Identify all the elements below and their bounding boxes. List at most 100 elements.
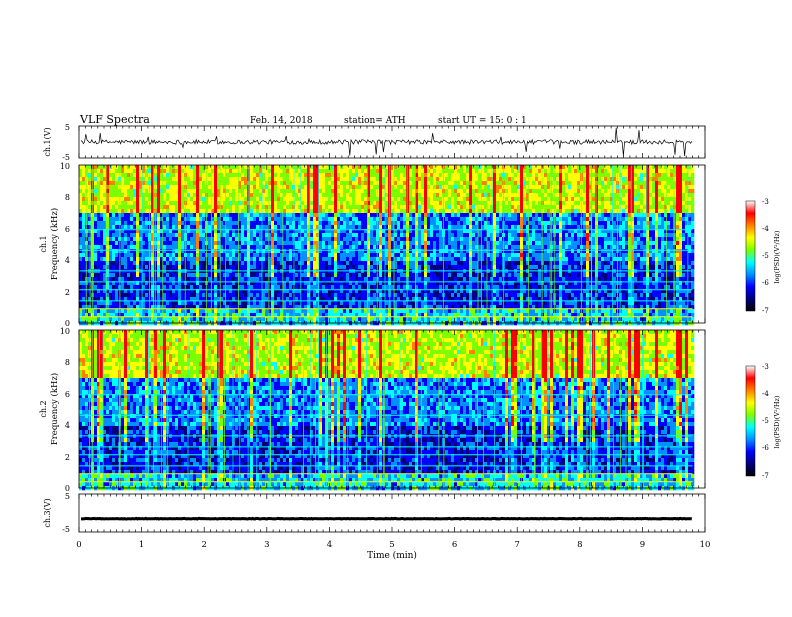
spectrogram-cell xyxy=(193,317,196,321)
spectrogram-cell xyxy=(286,237,289,241)
spectrogram-cell xyxy=(256,245,259,249)
spectrogram-cell xyxy=(214,173,217,177)
spectrogram-cell xyxy=(214,213,217,217)
spectrogram-cell xyxy=(193,249,196,253)
spectrogram-cell xyxy=(352,165,355,169)
spectrogram-cell xyxy=(85,181,88,185)
spectrogram-cell xyxy=(157,245,160,249)
spectrogram-cell xyxy=(304,233,307,237)
spectrogram-cell xyxy=(424,201,427,205)
spectrogram-cell xyxy=(337,221,340,225)
spectrogram-cell xyxy=(262,205,265,209)
spectrogram-cell xyxy=(277,277,280,281)
spectrogram-cell xyxy=(208,185,211,189)
spectrogram-cell xyxy=(217,265,220,269)
spectrogram-cell xyxy=(358,249,361,253)
spectrogram-cell xyxy=(313,205,316,209)
spectrogram-cell xyxy=(100,249,103,253)
spectrogram-cell xyxy=(178,193,181,197)
spectrogram-cell xyxy=(403,181,406,185)
spectrogram-cell xyxy=(418,217,421,221)
spectrogram-cell xyxy=(436,189,439,193)
spectrogram-cell xyxy=(427,273,430,277)
spectrogram-cell xyxy=(115,193,118,197)
spectrogram-cell xyxy=(373,221,376,225)
spectrogram-cell xyxy=(172,237,175,241)
spectrogram-cell xyxy=(217,181,220,185)
spectrogram-cell xyxy=(202,217,205,221)
spectrogram-cell xyxy=(235,213,238,217)
spectrogram-cell xyxy=(337,273,340,277)
spectrogram-cell xyxy=(286,169,289,173)
spectrogram-cell xyxy=(334,253,337,257)
spectrogram-cell xyxy=(241,189,244,193)
spectrogram-cell xyxy=(127,189,130,193)
spectrogram-cell xyxy=(157,249,160,253)
spectrogram-cell xyxy=(325,185,328,189)
spectrogram-cell xyxy=(172,197,175,201)
spectrogram-cell xyxy=(193,189,196,193)
spectrogram-cell xyxy=(187,249,190,253)
spectrogram-cell xyxy=(436,181,439,185)
spectrogram-cell xyxy=(379,209,382,213)
spectrogram-cell xyxy=(130,221,133,225)
spectrogram-cell xyxy=(157,273,160,277)
spectrogram-cell xyxy=(352,205,355,209)
spectrogram-cell xyxy=(304,245,307,249)
spectrogram-cell xyxy=(208,197,211,201)
spectrogram-cell xyxy=(253,225,256,229)
spectrogram-cell xyxy=(271,237,274,241)
spectrogram-cell xyxy=(193,309,196,313)
spectrogram-cell xyxy=(97,241,100,245)
spectrogram-cell xyxy=(169,237,172,241)
spectrogram-cell xyxy=(301,233,304,237)
spectrogram-cell xyxy=(229,173,232,177)
spectrogram-cell xyxy=(232,185,235,189)
spectrogram-cell xyxy=(337,165,340,169)
spectrogram-cell xyxy=(214,225,217,229)
spectrogram-cell xyxy=(217,245,220,249)
spectrogram-cell xyxy=(229,293,232,297)
spectrogram-cell xyxy=(313,189,316,193)
spectrogram-cell xyxy=(208,189,211,193)
spectrogram-cell xyxy=(427,173,430,177)
spectrogram-cell xyxy=(88,317,91,321)
spectrogram-cell xyxy=(154,169,157,173)
spectrogram-cell xyxy=(163,245,166,249)
spectrogram-cell xyxy=(325,217,328,221)
spectrogram-cell xyxy=(331,165,334,169)
spectrogram-cell xyxy=(418,237,421,241)
spectrogram-cell xyxy=(352,253,355,257)
spectrogram-cell xyxy=(142,285,145,289)
spectrogram-cell xyxy=(112,273,115,277)
spectrogram-cell xyxy=(178,253,181,257)
spectrogram-cell xyxy=(316,261,319,265)
spectrogram-cell xyxy=(364,169,367,173)
spectrogram-cell xyxy=(109,237,112,241)
spectrogram-cell xyxy=(364,173,367,177)
spectrogram-cell xyxy=(313,261,316,265)
spectrogram-cell xyxy=(256,169,259,173)
spectrogram-cell xyxy=(433,265,436,269)
spectrogram-cell xyxy=(181,169,184,173)
spectrogram-cell xyxy=(289,189,292,193)
spectrogram-cell xyxy=(250,293,253,297)
spectrogram-cell xyxy=(193,273,196,277)
spectrogram-cell xyxy=(157,241,160,245)
spectrogram-cell xyxy=(79,177,82,181)
spectrogram-cell xyxy=(133,173,136,177)
spectrogram-cell xyxy=(313,317,316,321)
spectrogram-cell xyxy=(208,233,211,237)
spectrogram-cell xyxy=(433,201,436,205)
spectrogram-cell xyxy=(166,197,169,201)
spectrogram-cell xyxy=(214,197,217,201)
spectrogram-cell xyxy=(190,249,193,253)
spectrogram-cell xyxy=(178,165,181,169)
spectrogram-cell xyxy=(256,293,259,297)
spectrogram-cell xyxy=(247,285,250,289)
spectrogram-cell xyxy=(232,197,235,201)
spectrogram-cell xyxy=(334,197,337,201)
spectrogram-cell xyxy=(355,249,358,253)
spectrogram-cell xyxy=(433,273,436,277)
spectrogram-cell xyxy=(370,181,373,185)
